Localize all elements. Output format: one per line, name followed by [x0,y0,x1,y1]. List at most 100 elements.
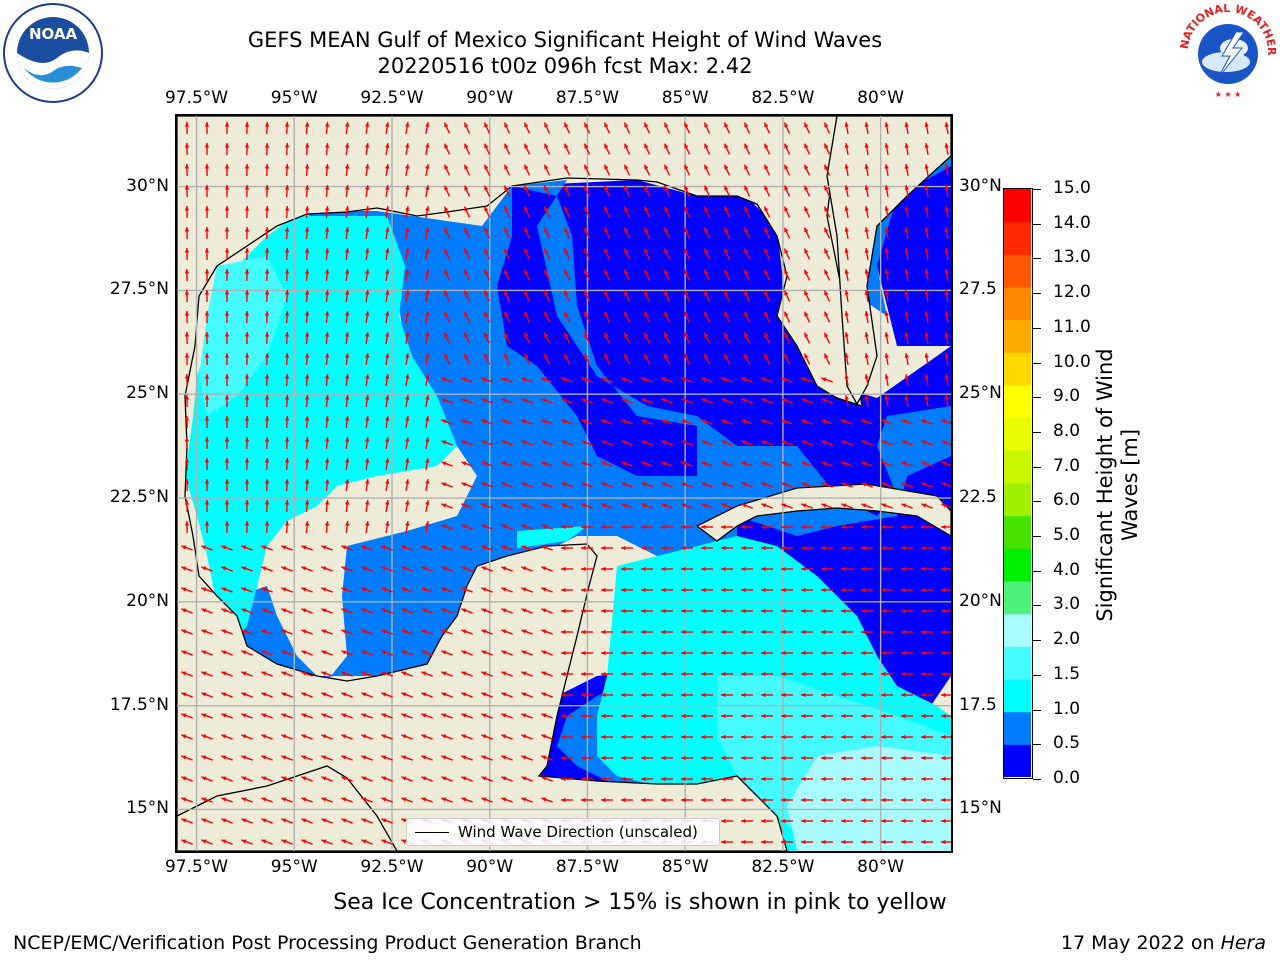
wave-direction-arrow [621,713,633,719]
wave-direction-arrow [823,206,831,218]
wave-direction-arrow [881,440,893,446]
wave-direction-arrow [681,797,693,803]
wave-direction-arrow [761,629,773,635]
wave-direction-arrow [783,185,791,197]
wave-direction-arrow [941,776,951,782]
wave-direction-arrow [623,122,631,134]
wave-direction-arrow [321,713,333,719]
colorbar-band [1004,679,1031,713]
wave-direction-arrow [365,478,370,492]
wave-direction-arrow [621,776,633,782]
wave-direction-arrow [721,629,733,635]
colorbar-tick-label: 8.0 [1053,420,1081,441]
wave-direction-arrow [501,650,513,656]
colorbar-tick-label: 3.0 [1053,594,1081,615]
wave-direction-arrow [324,205,330,219]
wave-direction-arrow [681,734,693,740]
wave-direction-arrow [521,713,533,719]
wave-direction-arrow [321,545,333,551]
wave-direction-arrow [941,524,951,530]
wave-direction-arrow [284,457,290,471]
wave-direction-arrow [184,373,190,387]
wave-direction-arrow [561,797,573,803]
wave-direction-arrow [881,629,893,635]
wave-direction-arrow [783,353,791,365]
wave-direction-arrow [823,122,831,134]
wave-direction-arrow [741,398,753,404]
wave-direction-arrow [901,524,913,530]
wave-direction-arrow [703,248,711,260]
wave-direction-arrow [901,692,913,698]
wave-direction-arrow [501,629,513,635]
wave-direction-arrow [441,734,453,740]
wave-direction-arrow [781,797,793,803]
wave-direction-arrow [284,394,290,408]
wave-direction-arrow [621,797,633,803]
wave-direction-arrow [241,587,253,593]
wave-direction-arrow [301,797,313,803]
wave-direction-arrow [641,377,653,383]
wave-direction-arrow [224,247,230,261]
wave-direction-arrow [523,311,531,323]
wave-direction-arrow [703,353,711,365]
wave-direction-arrow [601,713,613,719]
wave-direction-arrow [944,289,949,303]
wave-direction-arrow [783,206,791,218]
wave-direction-arrow [621,398,633,404]
wave-direction-arrow [944,163,949,177]
wave-direction-arrow [861,650,873,656]
wave-direction-arrow [583,143,591,155]
wave-direction-arrow [361,671,373,677]
wave-direction-arrow [901,566,913,572]
wave-direction-arrow [425,499,430,513]
wave-direction-arrow [503,269,511,281]
wave-direction-arrow [904,331,909,345]
wave-direction-arrow [781,503,793,509]
wave-direction-arrow [401,713,413,719]
wave-direction-arrow [623,227,631,239]
wave-direction-arrow [304,289,310,303]
wave-direction-arrow [365,352,370,366]
colorbar-tick-mark [1033,327,1041,329]
wave-direction-arrow [543,353,551,365]
wave-direction-arrow [201,839,213,845]
wave-direction-arrow [821,461,833,467]
wave-direction-arrow [701,797,713,803]
wave-direction-arrow [281,818,293,824]
wave-direction-arrow [783,248,791,260]
wave-direction-arrow [541,461,553,467]
wave-direction-arrow [924,331,929,345]
wave-direction-arrow [741,818,753,824]
wave-direction-arrow [264,457,270,471]
wave-direction-arrow [661,419,673,425]
wave-direction-arrow [563,206,571,218]
wave-direction-arrow [741,503,753,509]
wave-direction-arrow [443,311,451,323]
wave-direction-arrow [304,520,310,534]
wave-direction-arrow [823,185,831,197]
wave-direction-arrow [683,185,691,197]
wave-direction-arrow [801,461,813,467]
wave-direction-arrow [944,142,949,156]
colorbar-tick-mark [1033,570,1041,572]
wave-direction-arrow [861,419,873,425]
wave-direction-arrow [181,608,193,614]
wave-direction-arrow [501,377,513,383]
wave-direction-arrow [324,142,330,156]
wave-direction-arrow [521,776,533,782]
wave-direction-arrow [701,419,713,425]
wave-direction-arrow [264,289,270,303]
wave-direction-arrow [221,587,233,593]
wave-direction-arrow [921,419,933,425]
wave-direction-arrow [264,268,270,282]
wave-direction-arrow [481,524,493,530]
colorbar-tick-label: 13.0 [1053,247,1091,268]
wave-direction-arrow [304,394,310,408]
wave-direction-arrow [884,205,889,219]
wave-direction-arrow [743,227,751,239]
wave-direction-arrow [341,776,353,782]
wave-direction-arrow [304,478,310,492]
colorbar-band [1004,483,1031,517]
wave-direction-arrow [241,818,253,824]
wave-direction-arrow [781,545,793,551]
